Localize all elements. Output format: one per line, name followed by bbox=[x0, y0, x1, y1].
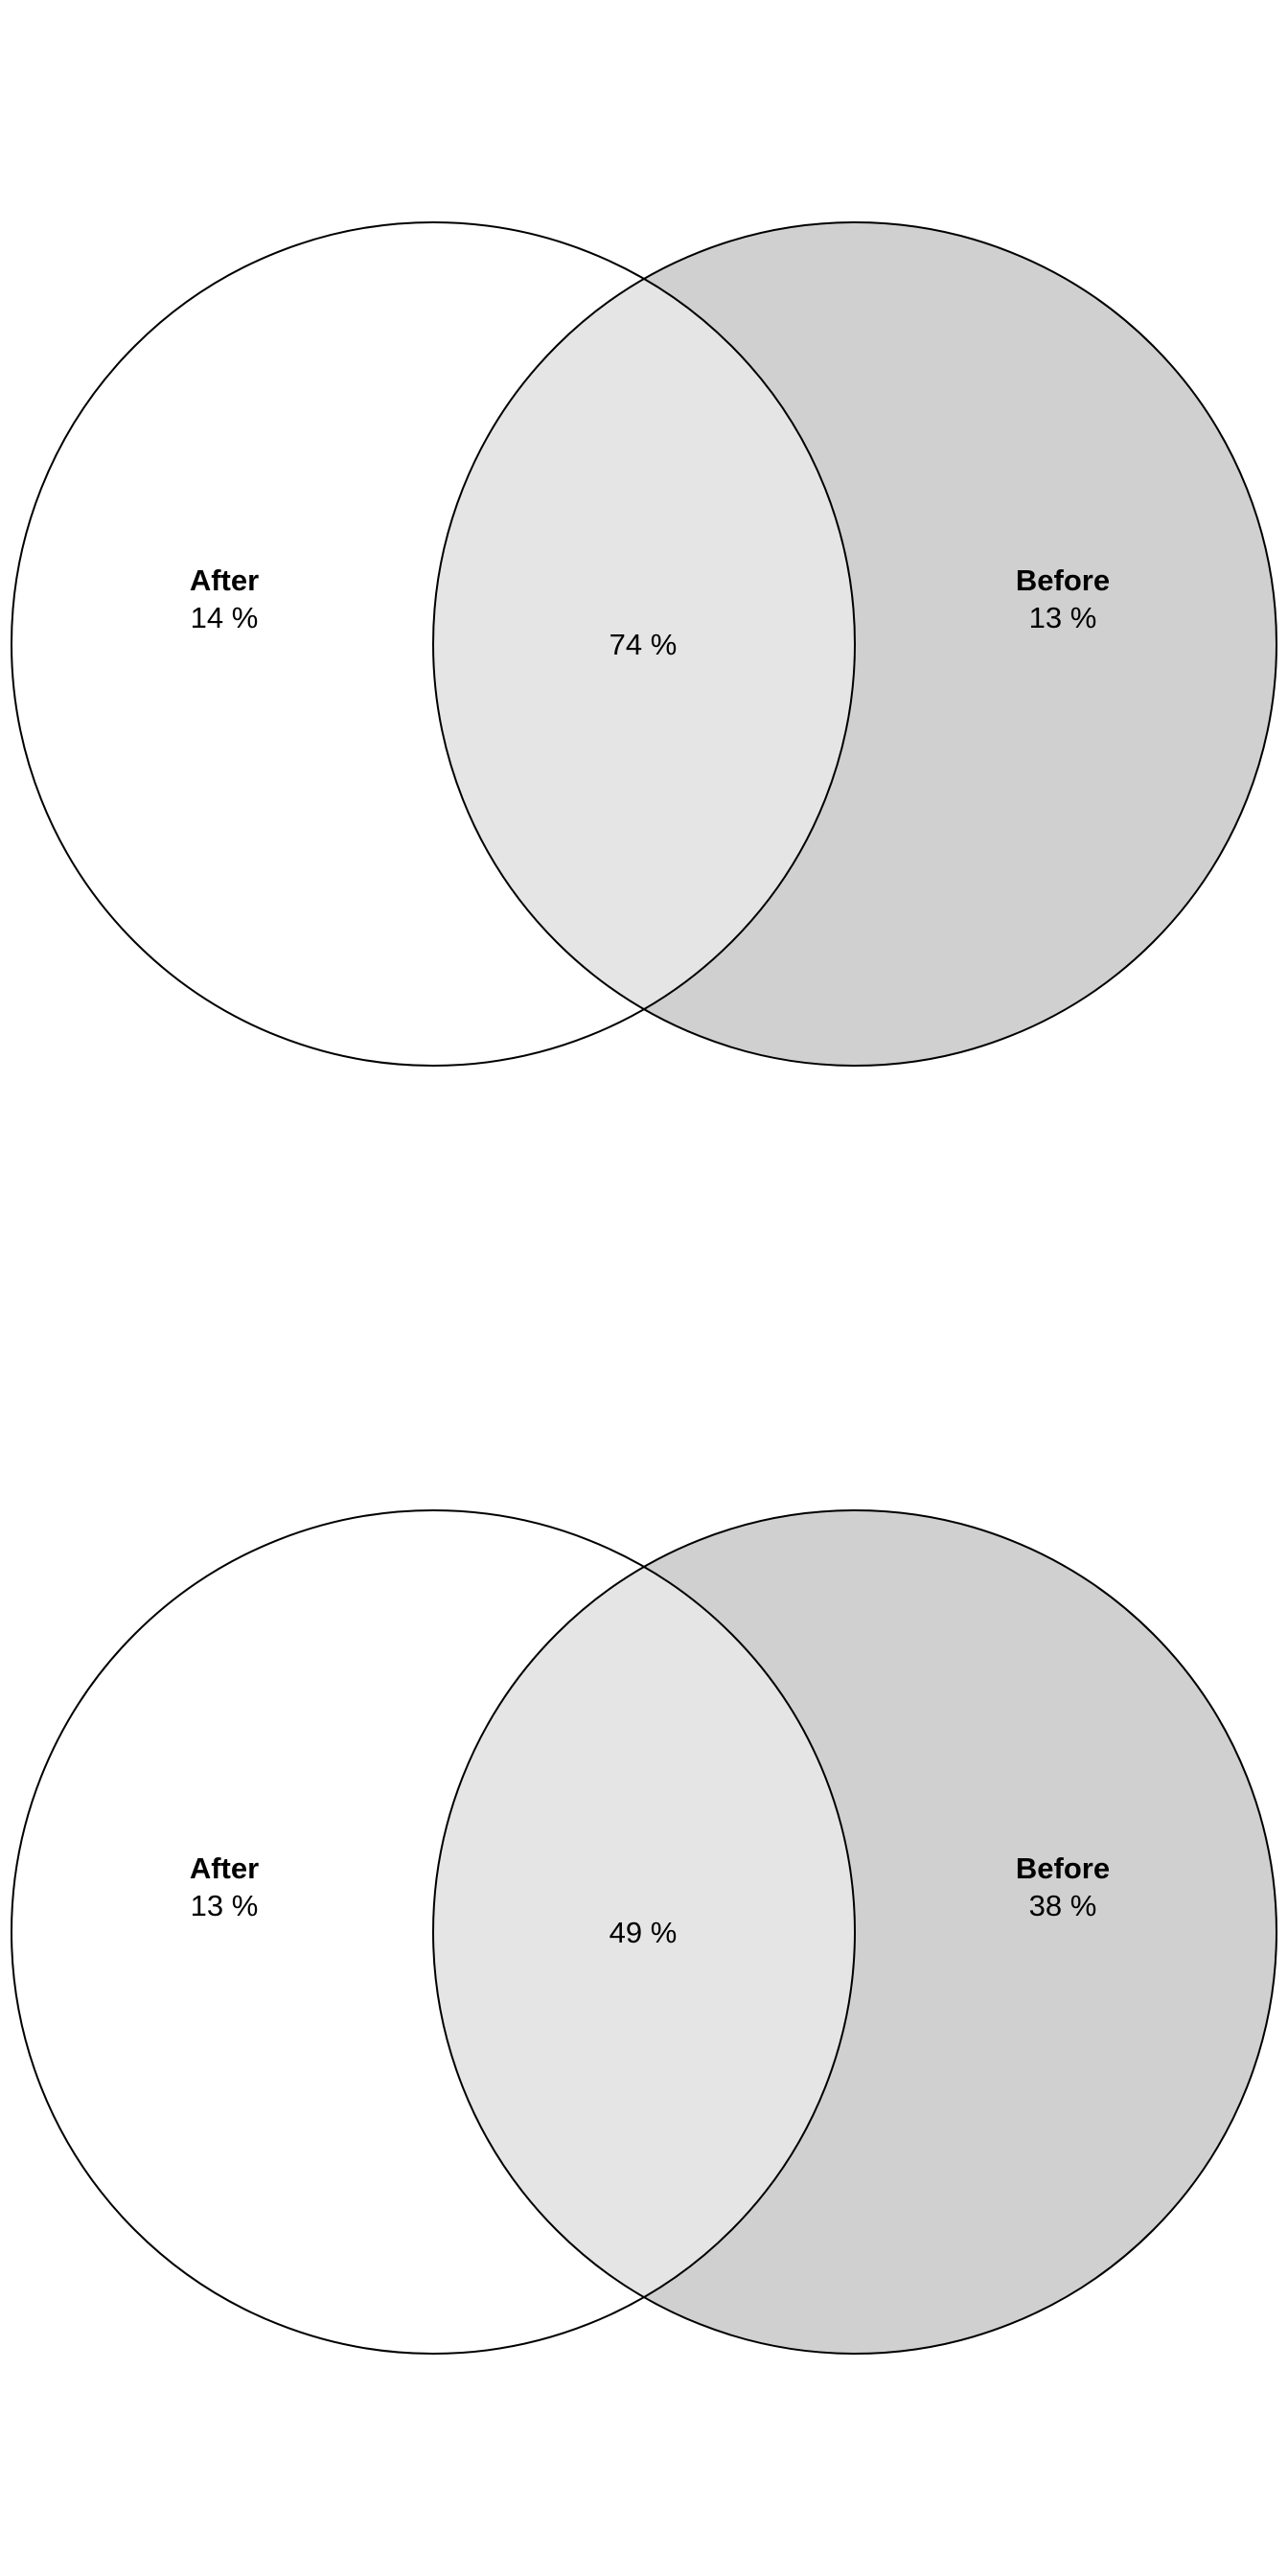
venn-1-right-circle-outline bbox=[432, 221, 1277, 1067]
venn-2-right-label: Before bbox=[1016, 1852, 1110, 1885]
venn-1-overlap-percent: 74 % bbox=[610, 628, 678, 661]
venn-1-left-label: After bbox=[190, 564, 259, 597]
venn-1-left-percent: 14 % bbox=[191, 601, 259, 634]
venn-1-left-circle-outline bbox=[11, 221, 856, 1067]
venn-2-left-label: After bbox=[190, 1852, 259, 1885]
venn-2-left-percent: 13 % bbox=[191, 1889, 259, 1922]
venn-diagram-2: After 13 % Before 38 % 49 % bbox=[11, 1509, 1277, 2355]
venn-2-overlap-region bbox=[433, 1510, 855, 2354]
venn-2-left-circle-outline bbox=[11, 1509, 856, 2355]
venn-2-right-circle-outline bbox=[432, 1509, 1277, 2355]
venn-2-overlap-percent: 49 % bbox=[610, 1916, 678, 1949]
venn-1-overlap-region bbox=[433, 222, 855, 1066]
venn-diagram-1: After 14 % Before 13 % 74 % bbox=[11, 221, 1277, 1067]
venn-1-right-percent: 13 % bbox=[1029, 601, 1097, 634]
venn-1-right-label: Before bbox=[1016, 564, 1110, 597]
venn-2-right-percent: 38 % bbox=[1029, 1889, 1097, 1922]
